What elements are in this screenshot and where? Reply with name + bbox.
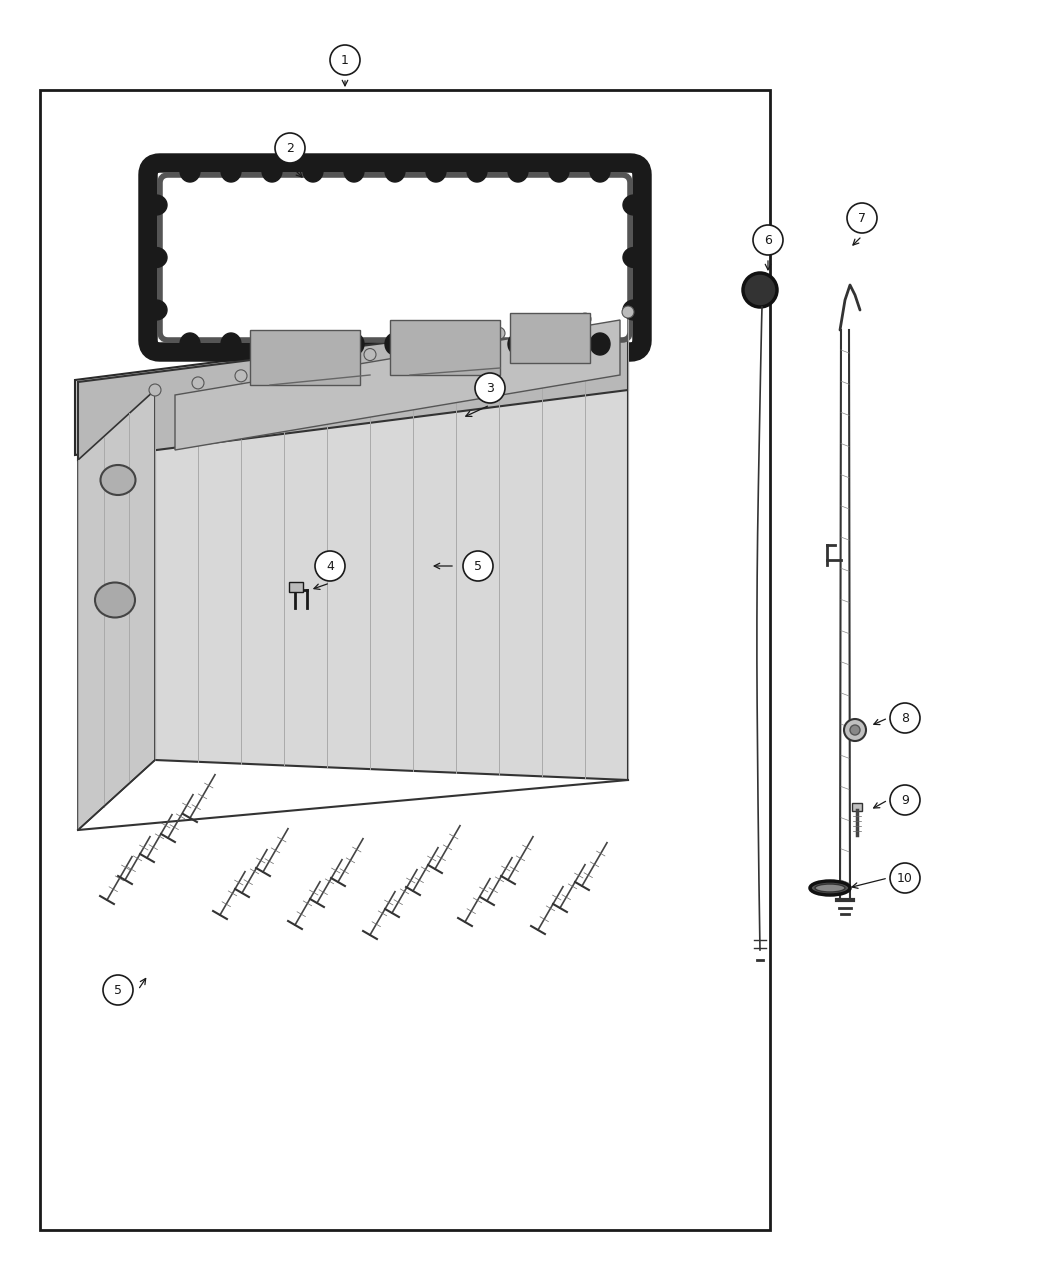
Ellipse shape <box>590 159 610 182</box>
Ellipse shape <box>590 333 610 354</box>
Circle shape <box>743 273 777 307</box>
Text: 8: 8 <box>901 711 909 724</box>
Circle shape <box>330 45 360 75</box>
Circle shape <box>364 348 376 361</box>
Circle shape <box>536 320 548 333</box>
Ellipse shape <box>145 300 167 320</box>
Ellipse shape <box>810 881 851 895</box>
Ellipse shape <box>180 159 200 182</box>
Ellipse shape <box>508 159 528 182</box>
Text: 3: 3 <box>486 381 494 394</box>
Circle shape <box>753 224 783 255</box>
Text: 10: 10 <box>897 872 912 885</box>
Ellipse shape <box>623 195 645 215</box>
Circle shape <box>192 377 204 389</box>
Ellipse shape <box>385 333 405 354</box>
Circle shape <box>494 328 505 339</box>
Ellipse shape <box>467 159 487 182</box>
Circle shape <box>847 203 877 233</box>
Polygon shape <box>175 320 620 450</box>
Text: 1: 1 <box>341 54 349 66</box>
Polygon shape <box>155 312 628 780</box>
Ellipse shape <box>623 247 645 268</box>
Text: 6: 6 <box>764 233 772 246</box>
Ellipse shape <box>467 333 487 354</box>
Circle shape <box>844 719 866 741</box>
Circle shape <box>475 374 505 403</box>
Circle shape <box>463 551 494 581</box>
Bar <box>250 330 360 385</box>
Ellipse shape <box>101 465 135 495</box>
Text: 4: 4 <box>327 560 334 572</box>
Ellipse shape <box>549 159 569 182</box>
Bar <box>852 803 862 811</box>
Ellipse shape <box>385 159 405 182</box>
Text: 5: 5 <box>114 983 122 997</box>
Circle shape <box>235 370 247 381</box>
Ellipse shape <box>145 247 167 268</box>
Ellipse shape <box>426 159 446 182</box>
Bar <box>289 581 303 592</box>
Circle shape <box>407 342 419 353</box>
Ellipse shape <box>426 333 446 354</box>
Circle shape <box>149 384 161 397</box>
Ellipse shape <box>344 333 364 354</box>
Ellipse shape <box>623 300 645 320</box>
Circle shape <box>103 975 133 1005</box>
Circle shape <box>850 725 860 734</box>
Text: 7: 7 <box>858 212 866 224</box>
Circle shape <box>890 703 920 733</box>
Circle shape <box>579 314 591 325</box>
Ellipse shape <box>508 333 528 354</box>
Bar <box>390 320 500 375</box>
Text: 9: 9 <box>901 793 909 807</box>
Bar <box>40 91 770 1230</box>
Circle shape <box>278 362 290 375</box>
Circle shape <box>315 551 345 581</box>
FancyBboxPatch shape <box>160 175 630 340</box>
Text: 2: 2 <box>286 142 294 154</box>
Ellipse shape <box>180 333 200 354</box>
Polygon shape <box>75 310 625 455</box>
Circle shape <box>890 863 920 892</box>
Text: 5: 5 <box>474 560 482 572</box>
Ellipse shape <box>220 333 242 354</box>
Ellipse shape <box>344 159 364 182</box>
Circle shape <box>890 785 920 815</box>
Ellipse shape <box>145 195 167 215</box>
Circle shape <box>450 334 462 347</box>
Bar <box>510 312 590 363</box>
Ellipse shape <box>94 583 135 617</box>
Ellipse shape <box>303 333 323 354</box>
Circle shape <box>622 306 634 317</box>
Ellipse shape <box>303 159 323 182</box>
Circle shape <box>321 356 333 367</box>
Ellipse shape <box>815 884 845 892</box>
Ellipse shape <box>262 333 282 354</box>
Polygon shape <box>78 390 155 830</box>
Ellipse shape <box>549 333 569 354</box>
Polygon shape <box>78 312 628 460</box>
Circle shape <box>275 133 304 163</box>
Ellipse shape <box>220 159 242 182</box>
Ellipse shape <box>262 159 282 182</box>
